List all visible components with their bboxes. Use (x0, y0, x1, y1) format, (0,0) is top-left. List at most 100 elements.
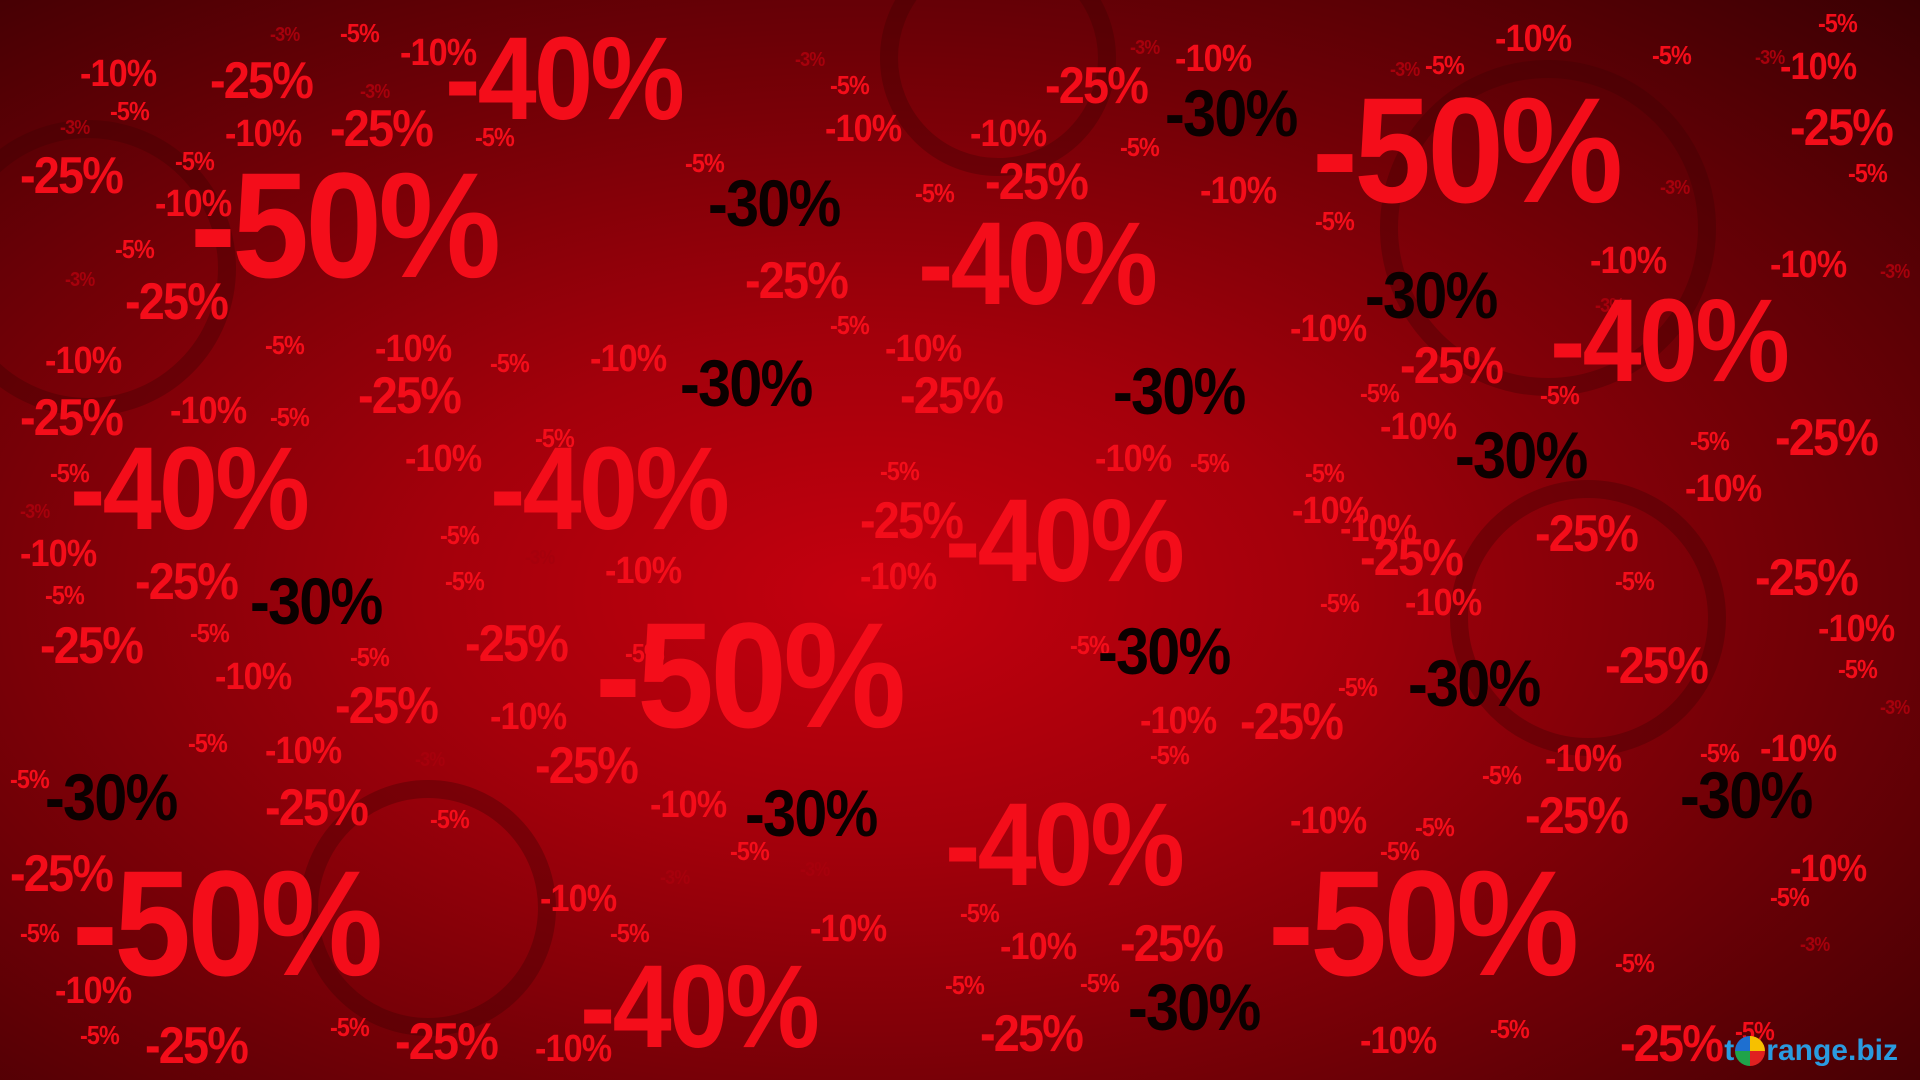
discount-5-label: -5% (945, 970, 985, 1000)
discount-10-label: -10% (45, 340, 122, 382)
discount-10-label: -10% (535, 1028, 612, 1070)
discount-10-label: -10% (1495, 18, 1572, 60)
discount-5-label: -5% (1190, 448, 1230, 478)
discount-5-label: -5% (1150, 740, 1190, 770)
discount-5-label: -5% (110, 96, 150, 126)
discount-25-label: -25% (20, 147, 124, 205)
discount-40-label: -40% (945, 475, 1185, 607)
discount-50-label: -50% (1268, 839, 1579, 1007)
discount-25-label: -25% (745, 252, 849, 310)
discount-3-label: -3% (1595, 295, 1625, 317)
watermark-logo: t range.biz (1724, 1034, 1898, 1068)
discount-5-label: -5% (270, 402, 310, 432)
discount-10-label: -10% (375, 328, 452, 370)
discount-10-label: -10% (970, 113, 1047, 155)
discount-25-label: -25% (40, 617, 144, 675)
discount-10-label: -10% (1290, 308, 1367, 350)
discount-40-label: -40% (918, 198, 1158, 330)
discount-25-label: -25% (1535, 505, 1639, 563)
discount-10-label: -10% (400, 32, 477, 74)
discount-30-label: -30% (745, 776, 878, 850)
discount-40-label: -40% (70, 423, 310, 555)
discount-10-label: -10% (1780, 46, 1857, 88)
discount-5-label: -5% (190, 618, 230, 648)
discount-25-label: -25% (265, 779, 369, 837)
discount-3-label: -3% (360, 81, 390, 103)
discount-30-label: -30% (1098, 614, 1231, 688)
discount-10-label: -10% (860, 556, 937, 598)
discount-3-label: -3% (1390, 59, 1420, 81)
discount-3-label: -3% (1755, 47, 1785, 69)
discount-25-label: -25% (1605, 637, 1709, 695)
discount-5-label: -5% (475, 122, 515, 152)
discount-25-label: -25% (1525, 787, 1629, 845)
discount-25-label: -25% (145, 1017, 249, 1075)
discount-3-label: -3% (525, 547, 555, 569)
discount-25-label: -25% (860, 492, 964, 550)
discount-25-label: -25% (1240, 693, 1344, 751)
discount-5-label: -5% (1848, 158, 1888, 188)
discount-25-label: -25% (395, 1013, 499, 1071)
discount-3-label: -3% (1660, 177, 1690, 199)
discount-5-label: -5% (340, 18, 380, 48)
discount-30-label: -30% (1365, 258, 1498, 332)
discount-10-label: -10% (1292, 490, 1369, 532)
discount-50-label: -50% (190, 141, 501, 309)
discount-5-label: -5% (1070, 630, 1110, 660)
discount-10-label: -10% (1290, 800, 1367, 842)
discount-10-label: -10% (1685, 468, 1762, 510)
discount-30-label: -30% (1408, 646, 1541, 720)
discount-10-label: -10% (605, 550, 682, 592)
discount-5-label: -5% (20, 918, 60, 948)
discount-10-label: -10% (1200, 170, 1277, 212)
discount-5-label: -5% (730, 836, 770, 866)
discount-50-label: -50% (1312, 66, 1623, 234)
discount-10-label: -10% (265, 730, 342, 772)
discount-5-label: -5% (535, 423, 575, 453)
discount-5-label: -5% (610, 918, 650, 948)
discount-5-label: -5% (1080, 968, 1120, 998)
discount-30-label: -30% (1680, 758, 1813, 832)
discount-10-label: -10% (20, 533, 97, 575)
watermark-text: range.biz (1766, 1034, 1898, 1067)
discount-10-label: -10% (825, 108, 902, 150)
discount-30-label: -30% (1165, 76, 1298, 150)
discount-40-label: -40% (1550, 275, 1790, 407)
discount-50-label: -50% (72, 839, 383, 1007)
discount-5-label: -5% (915, 178, 955, 208)
discount-30-label: -30% (1455, 418, 1588, 492)
discount-30-label: -30% (1128, 970, 1261, 1044)
discount-40-label: -40% (445, 13, 685, 145)
discount-5-label: -5% (1818, 8, 1858, 38)
discount-5-label: -5% (80, 1020, 120, 1050)
discount-10-label: -10% (540, 878, 617, 920)
discount-5-label: -5% (45, 580, 85, 610)
discount-3-label: -3% (20, 501, 50, 523)
discount-10-label: -10% (1590, 240, 1667, 282)
discount-5-label: -5% (1120, 132, 1160, 162)
discount-10-label: -10% (1405, 582, 1482, 624)
discount-10-label: -10% (1760, 728, 1837, 770)
discount-3-label: -3% (1880, 697, 1910, 719)
discount-5-label: -5% (685, 148, 725, 178)
discount-5-label: -5% (10, 764, 50, 794)
discount-10-label: -10% (590, 338, 667, 380)
discount-3-label: -3% (270, 24, 300, 46)
discount-25-label: -25% (330, 100, 434, 158)
discount-25-label: -25% (535, 737, 639, 795)
discount-10-label: -10% (155, 183, 232, 225)
discount-5-label: -5% (1338, 672, 1378, 702)
discount-10-label: -10% (1140, 700, 1217, 742)
discount-5-label: -5% (625, 638, 665, 668)
discount-25-label: -25% (335, 677, 439, 735)
discount-5-label: -5% (1425, 50, 1465, 80)
discount-10-label: -10% (405, 438, 482, 480)
discount-10-label: -10% (885, 328, 962, 370)
discount-5-label: -5% (1380, 836, 1420, 866)
discount-5-label: -5% (1615, 948, 1655, 978)
discount-25-label: -25% (980, 1005, 1084, 1063)
discount-3-label: -3% (1130, 37, 1160, 59)
discount-3-label: -3% (1800, 934, 1830, 956)
discount-5-label: -5% (1360, 378, 1400, 408)
